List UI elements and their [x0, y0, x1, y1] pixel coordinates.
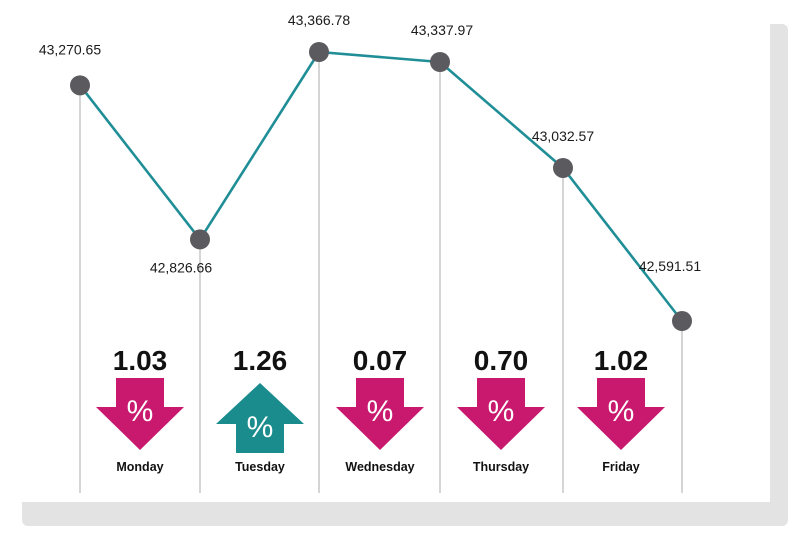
day-change-block: 0.70% Thursday [457, 345, 545, 474]
data-label: 43,032.57 [532, 128, 594, 144]
percent-down-arrow-icon [577, 378, 665, 450]
daily-change-layer: 1.03% Monday 1.26% Tuesday 0.07% Wednesday 0.7… [96, 345, 665, 474]
data-label: 42,591.51 [639, 258, 701, 274]
percent-change-label: 1.03 [113, 345, 168, 376]
data-point [190, 229, 210, 250]
x-tick-label: Thursday [473, 460, 529, 474]
percent-symbol: % [247, 411, 274, 444]
x-tick-label: Wednesday [345, 460, 414, 474]
percent-down-arrow-icon [457, 378, 545, 450]
data-label: 43,270.65 [39, 41, 101, 57]
data-point [672, 311, 692, 331]
x-tick-label: Tuesday [235, 460, 285, 474]
percent-change-label: 0.07 [353, 345, 408, 376]
percent-change-label: 0.70 [474, 345, 529, 376]
data-label: 43,337.97 [411, 22, 473, 38]
vertical-gridlines [79, 52, 683, 493]
percent-symbol: % [608, 395, 635, 428]
percent-change-label: 1.02 [594, 345, 649, 376]
percent-up-arrow-icon [216, 383, 304, 453]
day-change-block: 1.03% Monday [96, 345, 184, 474]
day-change-block: 0.07% Wednesday [336, 345, 424, 474]
percent-down-arrow-icon [96, 378, 184, 450]
series-line-layer [78, 50, 684, 322]
data-points-layer [70, 42, 692, 331]
data-label: 43,366.78 [288, 12, 350, 28]
percent-change-label: 1.26 [233, 345, 288, 376]
data-point [70, 75, 90, 96]
data-point [430, 51, 450, 72]
percent-symbol: % [367, 395, 394, 428]
data-point [309, 42, 329, 62]
x-tick-label: Friday [602, 460, 640, 474]
percent-symbol: % [127, 395, 154, 428]
day-change-block: 1.02% Friday [577, 345, 665, 474]
percent-down-arrow-icon [336, 378, 424, 450]
percent-symbol: % [488, 395, 515, 428]
day-change-block: 1.26% Tuesday [216, 345, 304, 474]
x-tick-label: Monday [116, 460, 163, 474]
data-label: 42,826.66 [150, 259, 212, 275]
value-labels-layer: 43,270.65 42,826.66 43,366.78 43,337.97 43,0… [39, 12, 701, 275]
data-point [553, 157, 573, 178]
series-line [78, 50, 684, 322]
